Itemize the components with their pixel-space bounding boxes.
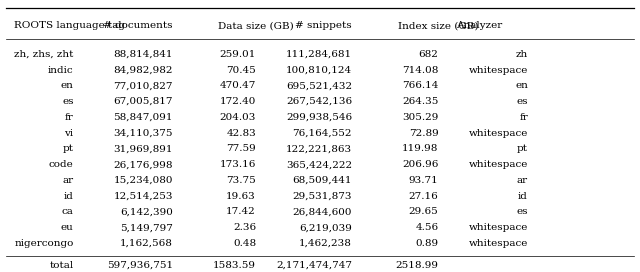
Text: 17.42: 17.42 <box>227 208 256 217</box>
Text: nigercongo: nigercongo <box>14 239 74 248</box>
Text: 264.35: 264.35 <box>402 97 438 106</box>
Text: 470.47: 470.47 <box>220 81 256 90</box>
Text: ar: ar <box>517 176 528 185</box>
Text: 76,164,552: 76,164,552 <box>292 129 352 138</box>
Text: 172.40: 172.40 <box>220 97 256 106</box>
Text: 682: 682 <box>419 50 438 59</box>
Text: whitespace: whitespace <box>468 239 528 248</box>
Text: 34,110,375: 34,110,375 <box>113 129 173 138</box>
Text: 73.75: 73.75 <box>227 176 256 185</box>
Text: 173.16: 173.16 <box>220 160 256 169</box>
Text: eu: eu <box>61 223 74 232</box>
Text: fr: fr <box>519 113 528 122</box>
Text: 29.65: 29.65 <box>409 208 438 217</box>
Text: whitespace: whitespace <box>468 160 528 169</box>
Text: 111,284,681: 111,284,681 <box>286 50 352 59</box>
Text: 58,847,091: 58,847,091 <box>113 113 173 122</box>
Text: 695,521,432: 695,521,432 <box>286 81 352 90</box>
Text: vi: vi <box>65 129 74 138</box>
Text: 2.36: 2.36 <box>233 223 256 232</box>
Text: whitespace: whitespace <box>468 223 528 232</box>
Text: id: id <box>518 192 528 201</box>
Text: Analyzer: Analyzer <box>456 21 502 30</box>
Text: Data size (GB): Data size (GB) <box>218 21 294 30</box>
Text: 6,142,390: 6,142,390 <box>120 208 173 217</box>
Text: 714.08: 714.08 <box>402 66 438 75</box>
Text: 31,969,891: 31,969,891 <box>113 144 173 153</box>
Text: pt: pt <box>517 144 528 153</box>
Text: whitespace: whitespace <box>468 66 528 75</box>
Text: 29,531,873: 29,531,873 <box>292 192 352 201</box>
Text: 4.56: 4.56 <box>415 223 438 232</box>
Text: 267,542,136: 267,542,136 <box>286 97 352 106</box>
Text: 100,810,124: 100,810,124 <box>286 66 352 75</box>
Text: 26,176,998: 26,176,998 <box>113 160 173 169</box>
Text: 67,005,817: 67,005,817 <box>113 97 173 106</box>
Text: 42.83: 42.83 <box>227 129 256 138</box>
Text: 597,936,751: 597,936,751 <box>107 261 173 270</box>
Text: 1,462,238: 1,462,238 <box>299 239 352 248</box>
Text: 6,219,039: 6,219,039 <box>299 223 352 232</box>
Text: es: es <box>516 97 528 106</box>
Text: 2,171,474,747: 2,171,474,747 <box>276 261 352 270</box>
Text: # documents: # documents <box>103 21 173 30</box>
Text: 15,234,080: 15,234,080 <box>113 176 173 185</box>
Text: code: code <box>49 160 74 169</box>
Text: 88,814,841: 88,814,841 <box>113 50 173 59</box>
Text: # snippets: # snippets <box>296 21 352 30</box>
Text: ROOTS language tag: ROOTS language tag <box>14 21 125 30</box>
Text: zh, zhs, zht: zh, zhs, zht <box>14 50 74 59</box>
Text: 1583.59: 1583.59 <box>213 261 256 270</box>
Text: 365,424,222: 365,424,222 <box>286 160 352 169</box>
Text: whitespace: whitespace <box>468 129 528 138</box>
Text: es: es <box>62 97 74 106</box>
Text: total: total <box>49 261 74 270</box>
Text: 119.98: 119.98 <box>402 144 438 153</box>
Text: 299,938,546: 299,938,546 <box>286 113 352 122</box>
Text: 766.14: 766.14 <box>402 81 438 90</box>
Text: 72.89: 72.89 <box>409 129 438 138</box>
Text: es: es <box>516 208 528 217</box>
Text: en: en <box>515 81 528 90</box>
Text: 0.89: 0.89 <box>415 239 438 248</box>
Text: 70.45: 70.45 <box>227 66 256 75</box>
Text: indic: indic <box>48 66 74 75</box>
Text: 68,509,441: 68,509,441 <box>292 176 352 185</box>
Text: 93.71: 93.71 <box>409 176 438 185</box>
Text: 26,844,600: 26,844,600 <box>292 208 352 217</box>
Text: ca: ca <box>61 208 74 217</box>
Text: 84,982,982: 84,982,982 <box>113 66 173 75</box>
Text: 77,010,827: 77,010,827 <box>113 81 173 90</box>
Text: pt: pt <box>63 144 74 153</box>
Text: 2518.99: 2518.99 <box>396 261 438 270</box>
Text: zh: zh <box>516 50 528 59</box>
Text: 5,149,797: 5,149,797 <box>120 223 173 232</box>
Text: 122,221,863: 122,221,863 <box>286 144 352 153</box>
Text: en: en <box>61 81 74 90</box>
Text: 12,514,253: 12,514,253 <box>113 192 173 201</box>
Text: 27.16: 27.16 <box>409 192 438 201</box>
Text: 259.01: 259.01 <box>220 50 256 59</box>
Text: fr: fr <box>65 113 74 122</box>
Text: 305.29: 305.29 <box>402 113 438 122</box>
Text: id: id <box>64 192 74 201</box>
Text: 77.59: 77.59 <box>227 144 256 153</box>
Text: 1,162,568: 1,162,568 <box>120 239 173 248</box>
Text: 206.96: 206.96 <box>402 160 438 169</box>
Text: 204.03: 204.03 <box>220 113 256 122</box>
Text: ar: ar <box>63 176 74 185</box>
Text: Index size (GB): Index size (GB) <box>398 21 479 30</box>
Text: 19.63: 19.63 <box>227 192 256 201</box>
Text: 0.48: 0.48 <box>233 239 256 248</box>
